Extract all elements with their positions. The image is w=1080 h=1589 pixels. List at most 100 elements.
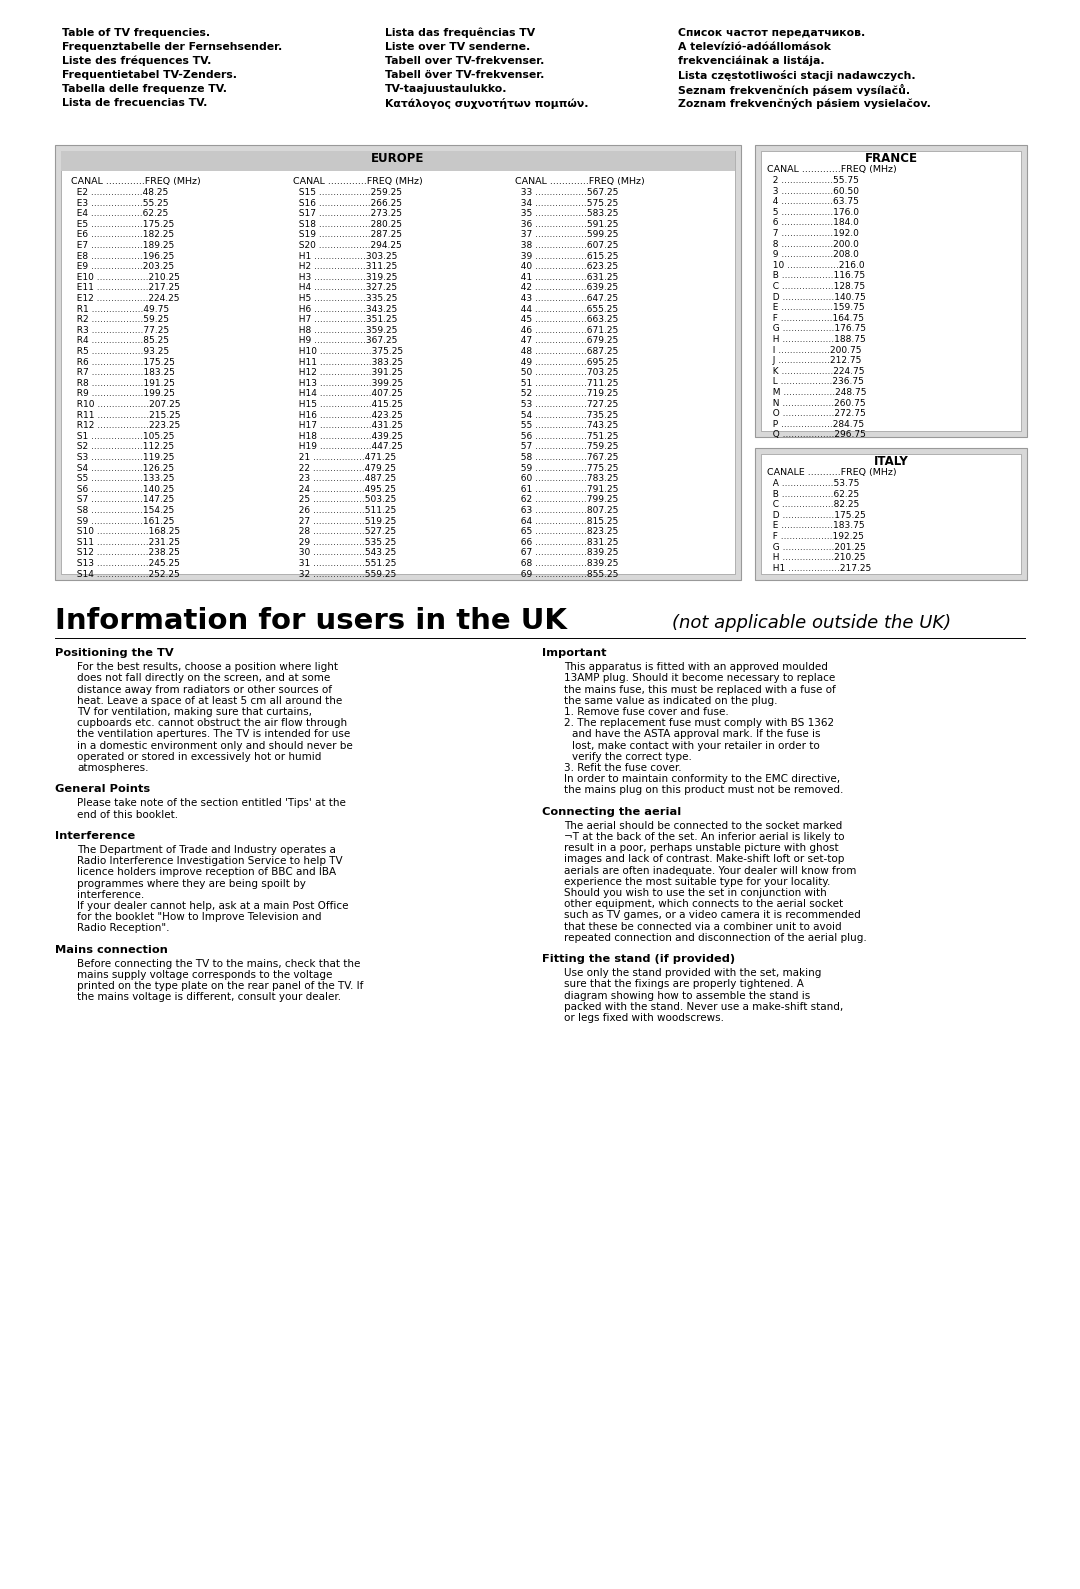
Text: 46 ..................671.25: 46 ..................671.25 <box>515 326 618 335</box>
Text: S12 ..................238.25: S12 ..................238.25 <box>71 548 180 558</box>
Text: E3 ..................55.25: E3 ..................55.25 <box>71 199 168 208</box>
Text: Tabell over TV-frekvenser.: Tabell over TV-frekvenser. <box>384 56 544 67</box>
Text: 34 ..................575.25: 34 ..................575.25 <box>515 199 618 208</box>
Text: R8 ..................191.25: R8 ..................191.25 <box>71 378 175 388</box>
Text: Frequenztabelle der Fernsehsender.: Frequenztabelle der Fernsehsender. <box>62 41 282 52</box>
Text: G ..................176.75: G ..................176.75 <box>767 324 866 334</box>
Text: ITALY: ITALY <box>874 454 908 469</box>
Text: C ..................82.25: C ..................82.25 <box>767 501 860 508</box>
Text: TV-taajuustaulukko.: TV-taajuustaulukko. <box>384 84 508 94</box>
Text: ¬T at the back of the set. An inferior aerial is likely to: ¬T at the back of the set. An inferior a… <box>564 833 845 842</box>
Text: the same value as indicated on the plug.: the same value as indicated on the plug. <box>564 696 778 706</box>
Text: printed on the type plate on the rear panel of the TV. If: printed on the type plate on the rear pa… <box>77 980 363 992</box>
Text: experience the most suitable type for your locality.: experience the most suitable type for yo… <box>564 877 831 887</box>
Text: (not applicable outside the UK): (not applicable outside the UK) <box>672 613 951 632</box>
Text: H ..................188.75: H ..................188.75 <box>767 335 866 343</box>
Text: Use only the stand provided with the set, making: Use only the stand provided with the set… <box>564 968 822 979</box>
Text: CANAL .............FREQ (MHz): CANAL .............FREQ (MHz) <box>767 165 896 175</box>
Text: S17 ..................273.25: S17 ..................273.25 <box>293 210 402 218</box>
Text: M ..................248.75: M ..................248.75 <box>767 388 866 397</box>
Text: E9 ..................203.25: E9 ..................203.25 <box>71 262 174 272</box>
Text: General Points: General Points <box>55 785 150 794</box>
Text: S5 ..................133.25: S5 ..................133.25 <box>71 474 174 483</box>
Text: 22 ..................479.25: 22 ..................479.25 <box>293 464 396 472</box>
Text: or legs fixed with woodscrews.: or legs fixed with woodscrews. <box>564 1014 724 1023</box>
Text: 42 ..................639.25: 42 ..................639.25 <box>515 283 618 292</box>
Text: S19 ..................287.25: S19 ..................287.25 <box>293 230 402 240</box>
Text: 7 ..................192.0: 7 ..................192.0 <box>767 229 859 238</box>
Text: E12 ..................224.25: E12 ..................224.25 <box>71 294 179 303</box>
Text: O ..................272.75: O ..................272.75 <box>767 410 866 418</box>
Text: G ..................201.25: G ..................201.25 <box>767 542 866 551</box>
Text: H4 ..................327.25: H4 ..................327.25 <box>293 283 397 292</box>
Text: S8 ..................154.25: S8 ..................154.25 <box>71 505 174 515</box>
Text: R12 ..................223.25: R12 ..................223.25 <box>71 421 180 431</box>
Text: CANAL .............FREQ (MHz): CANAL .............FREQ (MHz) <box>515 176 645 186</box>
Text: does not fall directly on the screen, and at some: does not fall directly on the screen, an… <box>77 674 330 683</box>
Text: R10 ..................207.25: R10 ..................207.25 <box>71 400 180 408</box>
Text: 53 ..................727.25: 53 ..................727.25 <box>515 400 618 408</box>
Text: 49 ..................695.25: 49 ..................695.25 <box>515 358 618 367</box>
Text: 21 ..................471.25: 21 ..................471.25 <box>293 453 396 462</box>
Text: R6 ..................175.25: R6 ..................175.25 <box>71 358 175 367</box>
Text: Should you wish to use the set in conjunction with: Should you wish to use the set in conjun… <box>564 888 827 898</box>
Bar <box>755 145 1027 437</box>
Text: programmes where they are being spoilt by: programmes where they are being spoilt b… <box>77 879 306 888</box>
Text: S6 ..................140.25: S6 ..................140.25 <box>71 485 174 494</box>
Text: Zoznam frekvenčných pásiem vysielačov.: Zoznam frekvenčných pásiem vysielačov. <box>678 99 931 110</box>
Text: B ..................116.75: B ..................116.75 <box>767 272 865 280</box>
Text: CANAL .............FREQ (MHz): CANAL .............FREQ (MHz) <box>71 176 201 186</box>
Text: 13AMP plug. Should it become necessary to replace: 13AMP plug. Should it become necessary t… <box>564 674 835 683</box>
Text: H13 ..................399.25: H13 ..................399.25 <box>293 378 403 388</box>
Text: S7 ..................147.25: S7 ..................147.25 <box>71 496 174 504</box>
Text: H7 ..................351.25: H7 ..................351.25 <box>293 315 397 324</box>
Text: that these be connected via a combiner unit to avoid: that these be connected via a combiner u… <box>564 922 841 931</box>
Text: C ..................128.75: C ..................128.75 <box>767 281 865 291</box>
Text: operated or stored in excessively hot or humid: operated or stored in excessively hot or… <box>77 752 322 761</box>
Text: 56 ..................751.25: 56 ..................751.25 <box>515 432 619 440</box>
Text: Tabell över TV-frekvenser.: Tabell över TV-frekvenser. <box>384 70 544 79</box>
Text: 67 ..................839.25: 67 ..................839.25 <box>515 548 619 558</box>
Text: 5 ..................176.0: 5 ..................176.0 <box>767 208 859 216</box>
Text: 58 ..................767.25: 58 ..................767.25 <box>515 453 619 462</box>
Text: Seznam frekvenčních pásem vysílačů.: Seznam frekvenčních pásem vysílačů. <box>678 84 910 95</box>
Text: E5 ..................175.25: E5 ..................175.25 <box>71 219 174 229</box>
Text: end of this booklet.: end of this booklet. <box>77 810 178 820</box>
Text: R2 ..................59.25: R2 ..................59.25 <box>71 315 168 324</box>
Text: R11 ..................215.25: R11 ..................215.25 <box>71 410 180 419</box>
Text: If your dealer cannot help, ask at a main Post Office: If your dealer cannot help, ask at a mai… <box>77 901 349 910</box>
Text: images and lack of contrast. Make-shift loft or set-top: images and lack of contrast. Make-shift … <box>564 855 845 864</box>
Text: 8 ..................200.0: 8 ..................200.0 <box>767 240 859 248</box>
Text: 30 ..................543.25: 30 ..................543.25 <box>293 548 396 558</box>
Text: 59 ..................775.25: 59 ..................775.25 <box>515 464 619 472</box>
Text: packed with the stand. Never use a make-shift stand,: packed with the stand. Never use a make-… <box>564 1001 843 1012</box>
Text: A televízió-adóállomások: A televízió-adóállomások <box>678 41 831 52</box>
Text: P ..................284.75: P ..................284.75 <box>767 419 864 429</box>
Text: 65 ..................823.25: 65 ..................823.25 <box>515 528 618 535</box>
Text: This apparatus is fitted with an approved moulded: This apparatus is fitted with an approve… <box>564 663 828 672</box>
Text: Список частот передатчиков.: Список частот передатчиков. <box>678 29 865 38</box>
Text: 47 ..................679.25: 47 ..................679.25 <box>515 337 618 345</box>
Text: B ..................62.25: B ..................62.25 <box>767 489 859 499</box>
Text: repeated connection and disconnection of the aerial plug.: repeated connection and disconnection of… <box>564 933 867 942</box>
Text: N ..................260.75: N ..................260.75 <box>767 399 866 408</box>
Text: 35 ..................583.25: 35 ..................583.25 <box>515 210 619 218</box>
Text: S9 ..................161.25: S9 ..................161.25 <box>71 516 174 526</box>
Text: Interference: Interference <box>55 831 135 841</box>
Text: E11 ..................217.25: E11 ..................217.25 <box>71 283 180 292</box>
Text: E4 ..................62.25: E4 ..................62.25 <box>71 210 168 218</box>
Text: S13 ..................245.25: S13 ..................245.25 <box>71 559 180 567</box>
Text: atmospheres.: atmospheres. <box>77 763 149 772</box>
Text: R3 ..................77.25: R3 ..................77.25 <box>71 326 170 335</box>
Text: 52 ..................719.25: 52 ..................719.25 <box>515 389 618 399</box>
Text: 40 ..................623.25: 40 ..................623.25 <box>515 262 618 272</box>
Text: S14 ..................252.25: S14 ..................252.25 <box>71 569 179 578</box>
Text: frekvenciáinak a listája.: frekvenciáinak a listája. <box>678 56 825 67</box>
Text: H1 ..................303.25: H1 ..................303.25 <box>293 251 397 261</box>
Text: 48 ..................687.25: 48 ..................687.25 <box>515 346 618 356</box>
Text: 69 ..................855.25: 69 ..................855.25 <box>515 569 619 578</box>
Text: H14 ..................407.25: H14 ..................407.25 <box>293 389 403 399</box>
Text: H12 ..................391.25: H12 ..................391.25 <box>293 369 403 377</box>
Text: H9 ..................367.25: H9 ..................367.25 <box>293 337 397 345</box>
Text: R9 ..................199.25: R9 ..................199.25 <box>71 389 175 399</box>
